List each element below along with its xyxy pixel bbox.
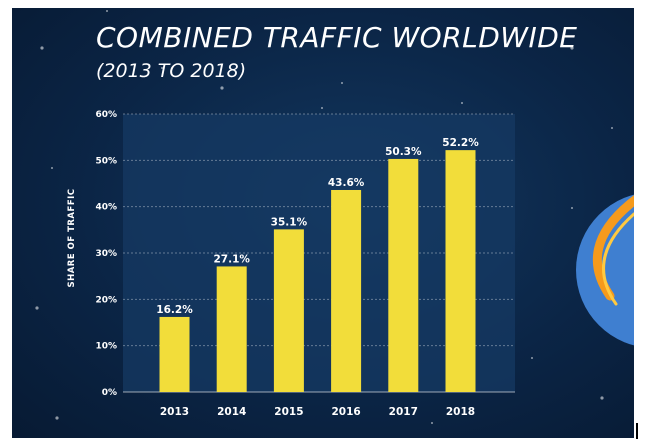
bar	[445, 150, 476, 392]
x-tick-label: 2015	[274, 406, 303, 418]
star-dot	[106, 10, 108, 12]
x-tick-label: 2014	[217, 406, 246, 418]
bar-data-label: 35.1%	[271, 216, 308, 228]
text-cursor-mark	[636, 423, 638, 439]
bar	[159, 316, 190, 392]
bar	[273, 229, 304, 392]
x-tick-label: 2013	[160, 406, 189, 418]
star-dot	[461, 102, 463, 104]
star-dot	[611, 127, 613, 129]
orbit-highlight-shape	[602, 212, 634, 306]
chart-subtitle: (2013 TO 2018)	[96, 60, 247, 82]
star-dot	[321, 107, 323, 109]
bar-chart: 0% 10% 20% 30% 40% 50% 60% 16.2% 27.1% 35.1% 43.6…	[35, 10, 634, 424]
bar-data-label: 50.3%	[385, 146, 422, 158]
bar-data-label: 43.6%	[328, 177, 365, 189]
star-dot	[341, 82, 343, 84]
orbit-ring-shape	[592, 195, 634, 301]
data-labels: 16.2% 27.1% 35.1% 43.6% 50.3% 52.2%	[156, 137, 479, 316]
star-dot	[571, 207, 573, 209]
star-dot	[161, 67, 163, 69]
bar-data-label: 27.1%	[213, 253, 250, 265]
star-field-decoration	[35, 10, 613, 424]
star-dot	[55, 416, 59, 420]
x-tick-label: 2018	[446, 406, 475, 418]
y-axis-tick-labels: 0% 10% 20% 30% 40% 50% 60%	[95, 110, 117, 398]
star-dot	[570, 46, 574, 50]
y-tick-label: 50%	[95, 156, 117, 166]
bar	[216, 266, 247, 392]
bar-series	[159, 150, 476, 392]
y-tick-label: 0%	[102, 388, 117, 398]
bar-data-label: 52.2%	[442, 137, 479, 149]
x-tick-label: 2016	[331, 406, 360, 418]
y-tick-label: 40%	[95, 203, 117, 213]
star-dot	[600, 396, 604, 400]
star-dot	[35, 306, 39, 310]
star-dot	[531, 357, 533, 359]
star-dot	[51, 167, 53, 169]
chart-panel: COMBINED TRAFFIC WORLDWIDE (2013 TO 2018…	[12, 8, 634, 438]
y-tick-label: 30%	[95, 249, 117, 259]
bar	[388, 158, 419, 392]
star-dot	[431, 422, 433, 424]
y-tick-label: 10%	[95, 342, 117, 352]
chart-title: COMBINED TRAFFIC WORLDWIDE	[96, 21, 578, 54]
globe-illustration	[576, 194, 634, 346]
star-dot	[220, 86, 224, 90]
star-dot	[40, 46, 44, 50]
y-axis-label: SHARE OF TRAFFIC	[67, 188, 77, 287]
y-tick-label: 20%	[95, 295, 117, 305]
bar-data-label: 16.2%	[156, 304, 193, 316]
x-axis-tick-labels: 2013 2014 2015 2016 2017 2018	[160, 406, 475, 418]
bar	[331, 189, 362, 392]
y-tick-label: 60%	[95, 110, 117, 120]
x-tick-label: 2017	[389, 406, 418, 418]
